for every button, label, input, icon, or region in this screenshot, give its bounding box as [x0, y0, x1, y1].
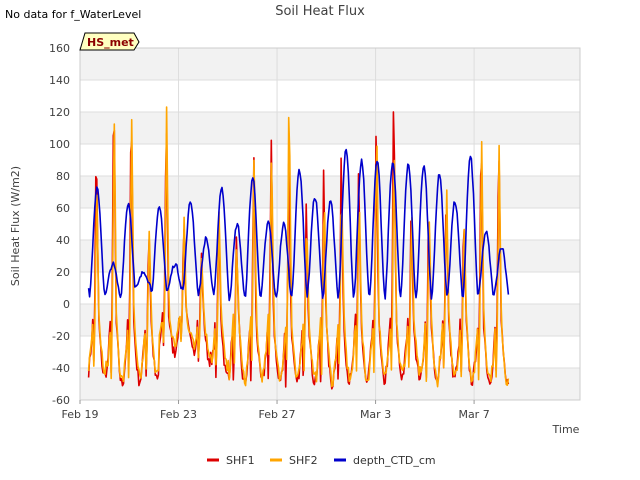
legend: SHF1 SHF2 depth_CTD_cm	[207, 454, 436, 467]
y-tick-label: 0	[63, 298, 70, 311]
x-tick-label: Feb 23	[160, 408, 197, 421]
y-tick-label: -40	[52, 362, 70, 375]
y-tick-label: -60	[52, 394, 70, 407]
y-tick-label: 20	[56, 266, 70, 279]
legend-label: SHF1	[226, 454, 255, 467]
y-tick-label: 120	[49, 106, 70, 119]
plot-frame	[79, 47, 581, 401]
y-axis-ticks: -60 -40 -20 0 20 40 60 80 100 120 140 160	[49, 42, 70, 407]
y-tick-label: 40	[56, 234, 70, 247]
background-band	[80, 112, 580, 144]
y-tick-label: 160	[49, 42, 70, 55]
x-tick-label: Mar 3	[360, 408, 391, 421]
x-axis-label: Time	[552, 423, 580, 436]
chart-title: Soil Heat Flux	[275, 4, 365, 19]
x-tick-label: Mar 7	[458, 408, 489, 421]
series-line-depth-ctd-cm	[87, 148, 510, 302]
background-band	[80, 304, 580, 336]
plot-background-bands	[80, 48, 580, 400]
legend-label: depth_CTD_cm	[353, 454, 436, 467]
badge-label: HS_met	[87, 36, 134, 49]
series-line-shf2	[87, 106, 510, 388]
y-axis-label: Soil Heat Flux (W/m2)	[9, 166, 22, 286]
hs-met-badge: HS_met	[79, 32, 140, 51]
no-data-note: No data for f_WaterLevel	[5, 8, 141, 21]
badge-shape	[79, 32, 140, 51]
y-tick-label: 80	[56, 170, 70, 183]
legend-label: SHF2	[289, 454, 318, 467]
x-tick-label: Feb 19	[62, 408, 99, 421]
grid-lines	[79, 47, 580, 401]
x-axis-ticks: Feb 19 Feb 23 Feb 27 Mar 3 Mar 7	[62, 400, 490, 421]
x-tick-label: Feb 27	[259, 408, 296, 421]
y-tick-label: -20	[52, 330, 70, 343]
y-tick-label: 100	[49, 138, 70, 151]
series-lines	[87, 106, 510, 390]
y-tick-label: 140	[49, 74, 70, 87]
background-band	[80, 48, 580, 80]
y-tick-label: 60	[56, 202, 70, 215]
